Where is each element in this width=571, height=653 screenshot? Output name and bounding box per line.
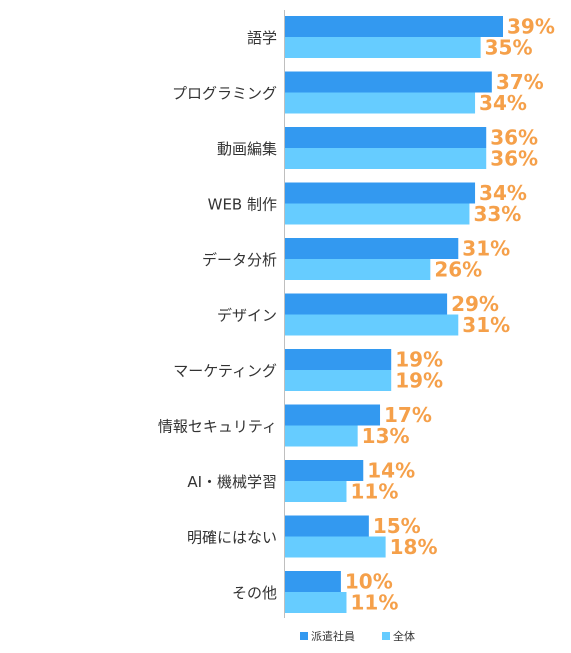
data-label: 33% [473,202,521,226]
data-label: 36% [490,126,538,150]
category-label: プログラミング [172,85,277,103]
data-label: 31% [462,313,510,337]
data-label: 37% [496,70,544,94]
value-labels: 39%35%37%34%36%36%34%33%31%26%29%31%19%1… [345,15,555,615]
bar-series2 [285,37,481,58]
bar-series2 [285,148,487,169]
category-label: 明確にはない [187,529,277,547]
data-label: 15% [373,514,421,538]
data-label: 39% [507,15,555,39]
bar-series1 [285,293,448,315]
category-label: WEB 制作 [208,196,277,214]
category-label: マーケティング [173,362,277,380]
legend-label: 全体 [393,629,415,643]
data-label: 13% [362,424,410,448]
data-label: 19% [395,348,443,372]
bar-series2 [285,536,386,558]
category-label: デザイン [217,307,277,325]
data-label: 29% [451,292,499,316]
data-label: 17% [384,403,432,427]
category-label: AI・機械学習 [187,473,277,491]
bar-series1 [285,127,487,148]
data-label: 34% [479,91,527,115]
data-label: 31% [462,237,510,261]
bar-series1 [285,515,369,537]
bar-series1 [285,571,341,592]
legend-swatch [382,632,390,640]
data-label: 14% [367,459,415,483]
category-label: データ分析 [202,251,277,269]
bar-series2 [285,592,347,613]
bar-series2 [285,425,358,447]
category-label: 語学 [247,29,277,47]
bar-series2 [285,314,459,336]
bar-series2 [285,259,431,280]
bar-series2 [285,203,470,225]
category-label: 情報セキュリティ [158,418,277,436]
data-label: 11% [350,480,398,504]
data-label: 36% [490,147,538,171]
bars-group [285,16,503,613]
bar-series2 [285,481,347,502]
data-label: 10% [345,570,393,594]
bar-series2 [285,370,392,391]
data-label: 34% [479,181,527,205]
bar-series1 [285,71,492,93]
legend-swatch [300,632,308,640]
bar-series1 [285,182,476,204]
data-label: 19% [395,369,443,393]
bar-series1 [285,16,503,37]
data-label: 35% [485,36,533,60]
data-label: 11% [350,591,398,615]
legend-label: 派遣社員 [311,629,355,643]
bar-series1 [285,404,381,426]
bar-series1 [285,238,459,259]
bar-series2 [285,92,476,114]
data-label: 26% [434,258,482,282]
category-label: 動画編集 [217,140,277,158]
bar-series1 [285,460,364,481]
legend: 派遣社員 全体 [300,629,415,643]
bar-series1 [285,349,392,370]
category-label: その他 [232,584,277,602]
data-label: 18% [390,535,438,559]
